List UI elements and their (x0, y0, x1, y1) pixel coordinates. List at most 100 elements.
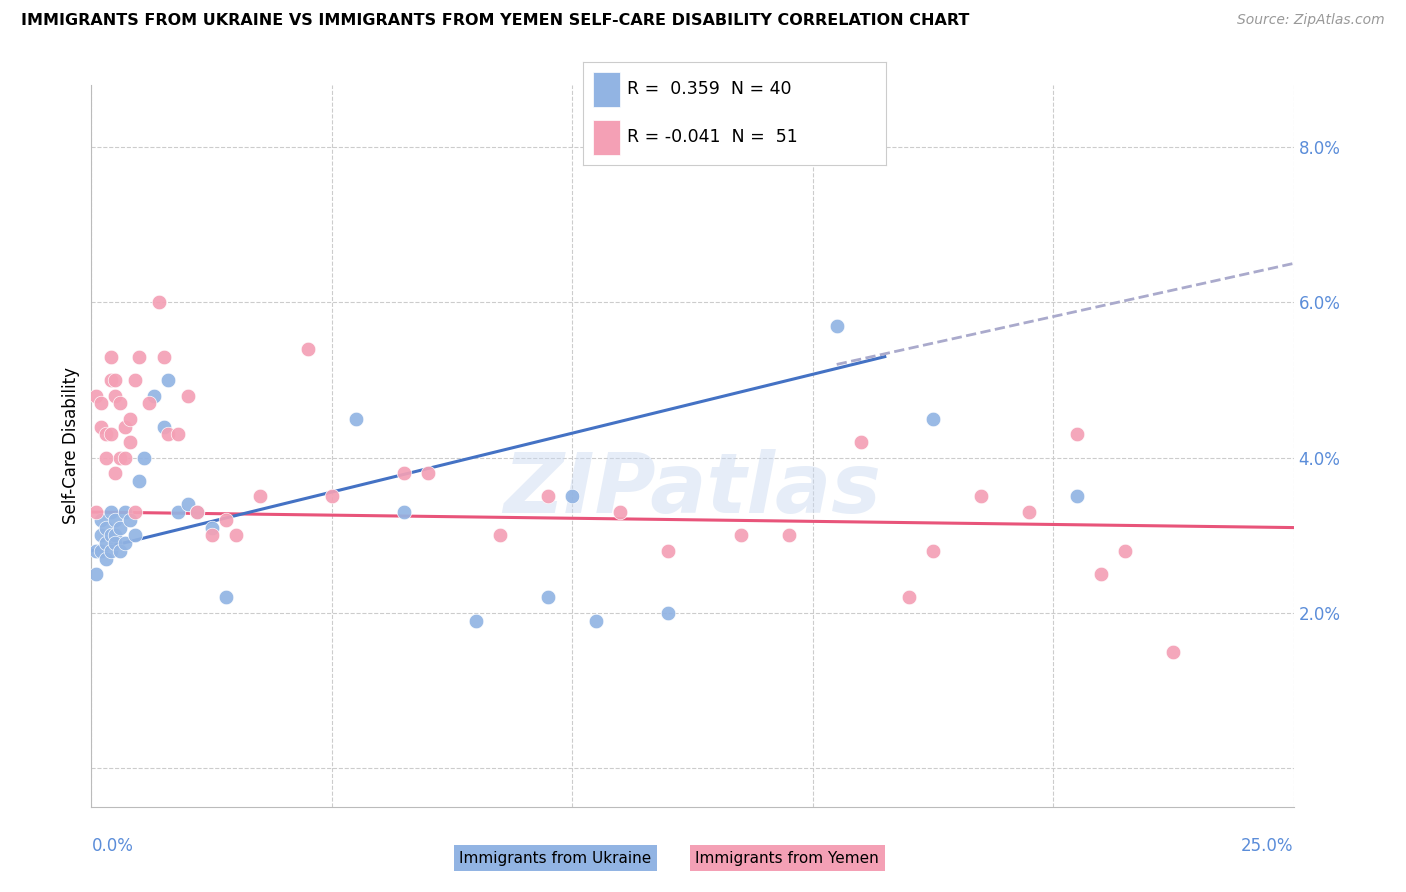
Point (100, 427, 122, 442)
Point (730, 528, 752, 542)
Point (167, 505, 190, 519)
Point (118, 513, 141, 527)
Point (416, 466, 439, 480)
Point (104, 373, 127, 387)
FancyBboxPatch shape (592, 120, 620, 155)
Point (100, 505, 122, 519)
Point (128, 474, 150, 488)
FancyBboxPatch shape (592, 71, 620, 106)
Point (849, 435, 872, 450)
Point (84, 505, 107, 519)
Point (1018, 505, 1040, 519)
Point (561, 490, 583, 504)
Point (922, 544, 945, 558)
Point (1161, 645, 1184, 659)
Point (1066, 427, 1088, 442)
Point (537, 490, 560, 504)
Point (114, 419, 136, 434)
Y-axis label: Self-Care Disability: Self-Care Disability (62, 368, 80, 524)
Point (138, 396, 160, 410)
Point (94, 551, 117, 566)
Point (94, 520, 117, 534)
Point (249, 490, 271, 504)
Point (825, 318, 848, 333)
Point (186, 505, 208, 519)
Point (657, 544, 679, 558)
Point (104, 513, 127, 527)
Point (110, 520, 132, 534)
Point (104, 466, 127, 480)
Text: Immigrants from Ukraine: Immigrants from Ukraine (460, 851, 651, 865)
Point (176, 497, 198, 511)
Point (1090, 567, 1112, 582)
Text: Source: ZipAtlas.com: Source: ZipAtlas.com (1237, 13, 1385, 28)
Point (90, 419, 112, 434)
Point (1114, 544, 1136, 558)
Point (489, 528, 512, 542)
Point (124, 373, 146, 387)
Text: ZIPatlas: ZIPatlas (503, 449, 882, 530)
Point (84, 567, 107, 582)
Point (537, 591, 560, 605)
Point (778, 528, 800, 542)
Point (100, 350, 122, 364)
Point (344, 412, 367, 426)
Point (90, 528, 112, 542)
Text: R =  0.359  N = 40: R = 0.359 N = 40 (627, 80, 792, 98)
Point (297, 342, 319, 356)
Text: IMMIGRANTS FROM UKRAINE VS IMMIGRANTS FROM YEMEN SELF-CARE DISABILITY CORRELATIO: IMMIGRANTS FROM UKRAINE VS IMMIGRANTS FR… (21, 13, 970, 29)
Point (104, 528, 127, 542)
Point (134, 450, 156, 465)
Point (84, 544, 107, 558)
Point (90, 544, 112, 558)
Point (201, 520, 224, 534)
Point (225, 528, 247, 542)
Point (897, 591, 920, 605)
Point (124, 505, 146, 519)
Point (142, 388, 165, 402)
Point (90, 396, 112, 410)
Point (215, 513, 238, 527)
Point (167, 427, 190, 442)
Point (970, 490, 993, 504)
Point (392, 466, 415, 480)
Point (100, 373, 122, 387)
Point (94, 450, 117, 465)
Point (465, 614, 488, 628)
Point (114, 450, 136, 465)
Point (609, 505, 631, 519)
Point (152, 419, 174, 434)
Point (157, 373, 180, 387)
Point (100, 528, 122, 542)
Point (321, 490, 343, 504)
Point (110, 544, 132, 558)
Point (152, 350, 174, 364)
Point (110, 450, 132, 465)
Point (215, 591, 238, 605)
Point (392, 505, 415, 519)
Point (114, 536, 136, 550)
Point (657, 606, 679, 620)
Text: 0.0%: 0.0% (91, 837, 134, 855)
Text: 25.0%: 25.0% (1241, 837, 1294, 855)
Point (186, 505, 208, 519)
Text: Immigrants from Yemen: Immigrants from Yemen (696, 851, 879, 865)
Point (110, 396, 132, 410)
Point (104, 536, 127, 550)
Point (118, 435, 141, 450)
Point (1066, 490, 1088, 504)
Point (118, 412, 141, 426)
Point (201, 528, 224, 542)
Point (128, 350, 150, 364)
Point (114, 505, 136, 519)
Point (922, 412, 945, 426)
Point (94, 427, 117, 442)
Text: R = -0.041  N =  51: R = -0.041 N = 51 (627, 128, 799, 146)
Point (90, 513, 112, 527)
Point (104, 388, 127, 402)
Point (94, 536, 117, 550)
Point (176, 388, 198, 402)
Point (148, 295, 170, 310)
Point (100, 544, 122, 558)
Point (585, 614, 607, 628)
